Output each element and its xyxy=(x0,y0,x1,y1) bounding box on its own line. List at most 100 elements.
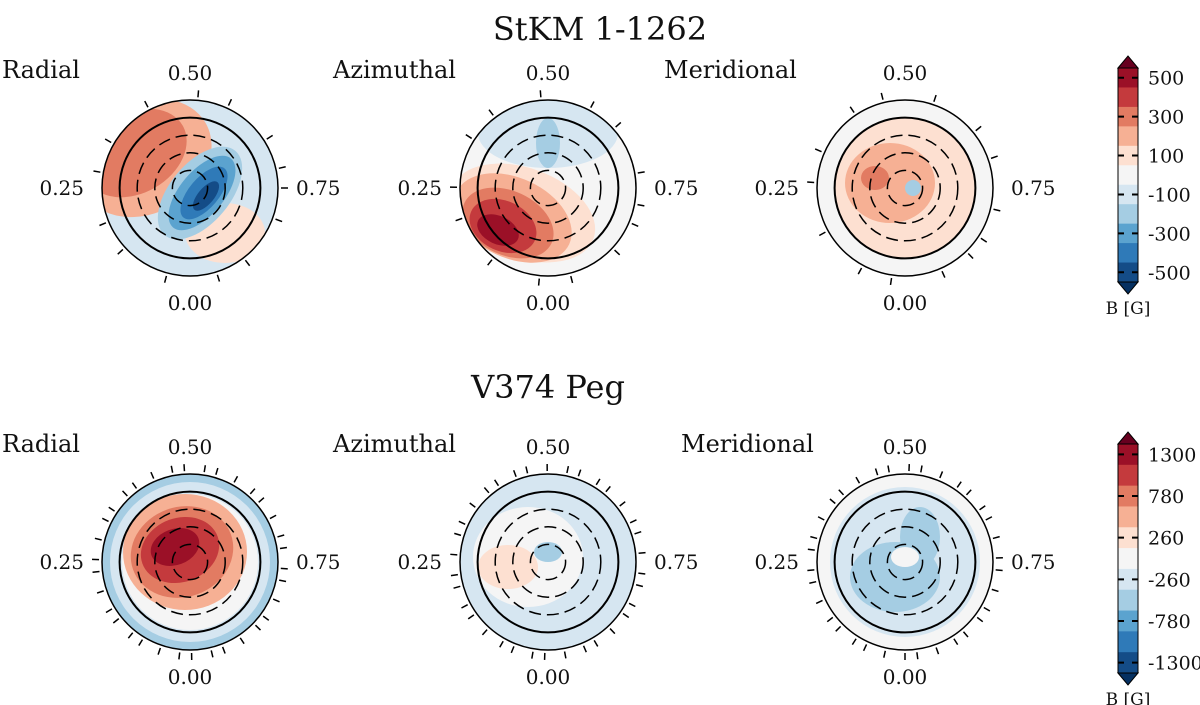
phase-tick xyxy=(239,637,245,645)
phase-tick xyxy=(570,275,574,284)
phase-tick xyxy=(210,650,214,658)
phase-tick xyxy=(262,615,270,621)
phase-tick xyxy=(150,471,155,479)
phase-label-bottom: 0.00 xyxy=(526,665,571,689)
phase-tick xyxy=(138,639,144,646)
phase-tick xyxy=(278,166,286,170)
phase-tick xyxy=(203,465,207,473)
phase-tick xyxy=(227,98,233,106)
phase-tick xyxy=(631,222,639,227)
phase-label-right: 0.75 xyxy=(1011,176,1056,200)
phase-tick xyxy=(991,588,999,593)
row-title-stkm: StKM 1-1262 xyxy=(493,10,707,48)
phase-tick xyxy=(995,569,1003,572)
phase-tick xyxy=(269,514,277,520)
latitude-circle xyxy=(886,543,924,581)
phase-tick xyxy=(857,267,863,275)
phase-tick xyxy=(817,516,825,521)
phase-tick xyxy=(454,532,462,537)
latitude-circle xyxy=(136,134,244,242)
phase-tick xyxy=(880,92,884,100)
outer-circle xyxy=(459,99,637,277)
phase-tick xyxy=(170,465,174,473)
equator-circle xyxy=(118,116,262,260)
colorbar-label: B [G] xyxy=(1106,299,1151,319)
phase-tick xyxy=(487,259,493,266)
colorbar-extend-high xyxy=(1116,55,1140,69)
colorbar-tick-label: -780 xyxy=(1148,611,1191,633)
outer-circle xyxy=(816,473,994,651)
phase-tick xyxy=(178,652,181,660)
phase-tick xyxy=(275,218,283,223)
phase-tick xyxy=(638,572,646,575)
phase-tick xyxy=(965,489,972,496)
panel-label: Meridional xyxy=(681,430,814,458)
phase-tick xyxy=(637,171,645,174)
colorbar-band xyxy=(1118,568,1138,591)
phase-tick xyxy=(590,101,595,109)
phase-label-top: 0.50 xyxy=(526,61,571,85)
field-contour xyxy=(534,542,562,562)
colorbar-tick-label: 780 xyxy=(1148,486,1184,508)
outer-circle xyxy=(101,473,279,651)
phase-tick xyxy=(941,270,946,278)
colorbar-tick-label: -260 xyxy=(1148,569,1191,591)
phase-tick xyxy=(499,640,504,648)
phase-label-left: 0.25 xyxy=(397,550,442,574)
panel-label: Azimuthal xyxy=(332,56,456,84)
panel-label: Azimuthal xyxy=(332,430,456,458)
colorbar-frame xyxy=(1117,67,1139,283)
latitude-circle xyxy=(154,152,226,224)
phase-tick xyxy=(272,598,280,603)
phase-tick xyxy=(450,573,458,577)
phase-tick xyxy=(851,638,857,646)
polar-map-stkm-radial: 0.50 0.00 0.25 0.75 Radial xyxy=(2,56,341,315)
phase-label-right: 0.75 xyxy=(654,176,699,200)
phase-tick xyxy=(990,155,998,160)
phase-tick xyxy=(539,90,542,98)
phase-tick xyxy=(510,646,515,654)
phase-label-top: 0.50 xyxy=(168,435,213,459)
phase-tick xyxy=(614,249,621,256)
colorbar-label: B [G] xyxy=(1106,690,1151,705)
phase-tick xyxy=(254,624,262,631)
phase-tick xyxy=(953,638,959,646)
phase-label-right: 0.75 xyxy=(296,550,341,574)
equator-circle xyxy=(476,116,620,260)
colorbar-frame xyxy=(1117,443,1139,674)
latitude-circle xyxy=(886,169,924,207)
phase-tick xyxy=(163,275,168,283)
phase-label-right: 0.75 xyxy=(1011,550,1056,574)
phase-label-bottom: 0.00 xyxy=(883,291,928,315)
panel-label: Radial xyxy=(2,56,80,84)
colorbar-tick-label: 1300 xyxy=(1148,444,1196,466)
latitude-circle xyxy=(512,526,584,598)
colorbar-extend-low xyxy=(1116,281,1140,295)
phase-tick xyxy=(993,208,1001,212)
latitude-circle xyxy=(869,526,941,598)
phase-tick xyxy=(849,106,855,113)
phase-tick xyxy=(593,640,599,647)
phase-label-left: 0.25 xyxy=(39,550,84,574)
latitude-circle xyxy=(529,169,567,207)
phase-tick xyxy=(635,584,644,588)
colorbar-tick-label: 500 xyxy=(1148,68,1184,90)
phase-tick xyxy=(920,465,923,473)
latitude-circle xyxy=(869,152,941,224)
latitude-circle xyxy=(494,508,602,616)
phase-tick xyxy=(916,652,919,660)
colorbar-band xyxy=(1118,126,1138,147)
phase-tick xyxy=(197,90,200,98)
colorbar-band xyxy=(1118,631,1138,653)
colorbar-0: 500 300 100 -100 -300 -500 B [G] xyxy=(1106,55,1191,319)
field-contour xyxy=(536,118,560,168)
equator-circle xyxy=(833,116,977,260)
phase-tick xyxy=(809,580,817,584)
phase-tick xyxy=(939,471,944,479)
phase-tick xyxy=(826,616,834,623)
field-contour xyxy=(845,143,935,223)
phase-tick xyxy=(144,100,149,108)
panel-label: Radial xyxy=(2,430,80,458)
phase-label-top: 0.50 xyxy=(526,435,571,459)
phase-tick xyxy=(467,614,475,620)
